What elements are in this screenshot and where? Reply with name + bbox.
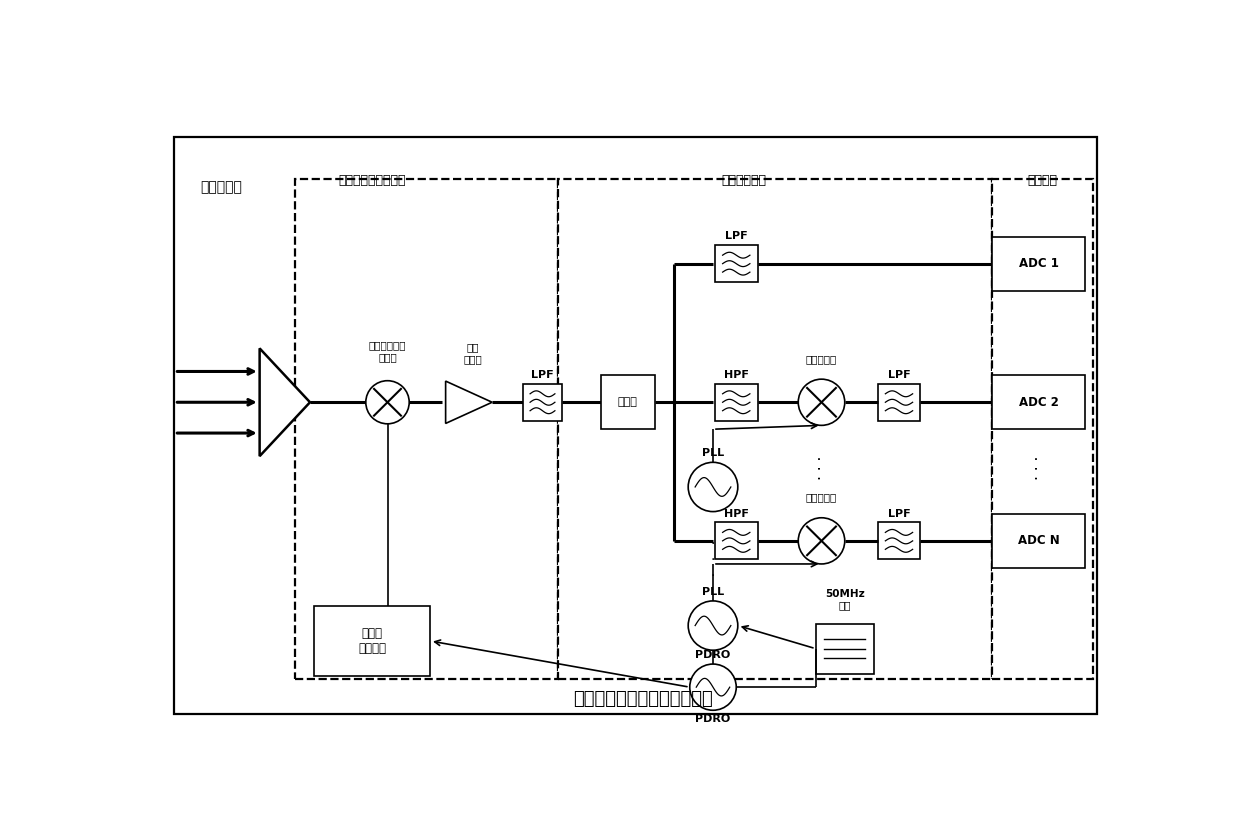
Text: · · ·: · · · [813, 456, 830, 480]
Circle shape [689, 664, 737, 710]
Bar [878, 384, 920, 421]
Text: LPF: LPF [725, 232, 748, 241]
Polygon shape [445, 381, 492, 424]
Bar [992, 179, 1092, 680]
Bar [715, 384, 758, 421]
Text: 中频电路部分: 中频电路部分 [722, 174, 766, 187]
Text: LPF: LPF [888, 508, 910, 518]
Text: 太赫兹射频前端部分: 太赫兹射频前端部分 [339, 174, 405, 187]
Text: PDRO: PDRO [696, 650, 730, 660]
Circle shape [688, 601, 738, 650]
Text: 中频
低噪放: 中频 低噪放 [464, 342, 482, 363]
Text: PDRO: PDRO [696, 714, 730, 724]
Bar [558, 179, 992, 680]
Text: 中频混频器: 中频混频器 [806, 493, 837, 503]
Text: 中频混频器: 中频混频器 [806, 353, 837, 363]
Text: 太赫兹
倍频链路: 太赫兹 倍频链路 [358, 627, 386, 655]
Text: 太赫兹分谐波
混频器: 太赫兹分谐波 混频器 [368, 340, 407, 363]
Text: PLL: PLL [702, 587, 724, 597]
Circle shape [799, 379, 844, 425]
Bar [878, 522, 920, 559]
Text: ADC 2: ADC 2 [1018, 396, 1059, 409]
Bar [816, 624, 874, 674]
Bar [992, 375, 1085, 429]
Text: LPF: LPF [888, 370, 910, 380]
Text: ADC N: ADC N [1018, 534, 1059, 547]
Text: LPF: LPF [531, 370, 554, 380]
Text: 太赫兹天线: 太赫兹天线 [200, 180, 242, 194]
Text: · · ·: · · · [1030, 456, 1047, 480]
Text: ·
·
·: · · · [711, 537, 715, 583]
Text: 太赫兹多载波通信系统接收机: 太赫兹多载波通信系统接收机 [573, 690, 713, 708]
Bar [992, 514, 1085, 568]
Text: 50MHz
晶振: 50MHz 晶振 [825, 588, 864, 610]
Bar [314, 606, 430, 676]
Text: HPF: HPF [724, 508, 749, 518]
Circle shape [799, 517, 844, 564]
Text: ADC 1: ADC 1 [1018, 257, 1059, 270]
Bar [600, 375, 655, 429]
Circle shape [688, 462, 738, 512]
Bar [715, 522, 758, 559]
Text: 基带部分: 基带部分 [1028, 174, 1058, 187]
Bar [992, 236, 1085, 291]
Text: PLL: PLL [702, 448, 724, 458]
Circle shape [366, 381, 409, 424]
Bar [523, 384, 562, 421]
Bar [715, 246, 758, 282]
Bar [295, 179, 558, 680]
Polygon shape [259, 349, 310, 456]
Text: 多工器: 多工器 [618, 397, 637, 407]
Text: HPF: HPF [724, 370, 749, 380]
